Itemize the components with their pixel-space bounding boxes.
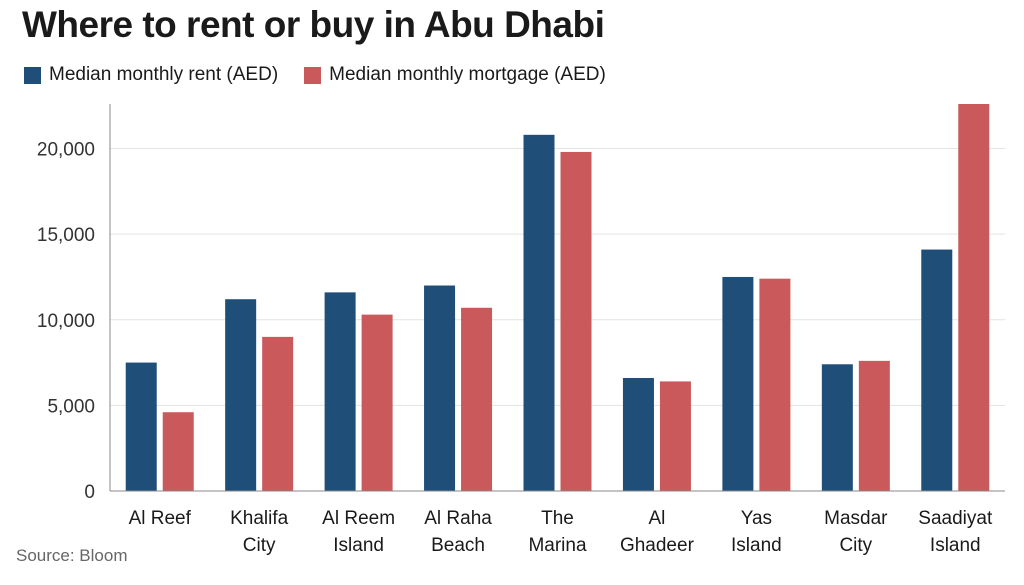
bar-rent bbox=[722, 276, 754, 491]
bar-rent bbox=[424, 285, 456, 491]
x-tick-label: The Marina bbox=[528, 508, 587, 556]
x-tick-label: Yas Island bbox=[731, 508, 782, 556]
bar-rent bbox=[821, 364, 853, 491]
x-tick-label: Masdar City bbox=[824, 508, 888, 556]
y-tick-label: 5,000 bbox=[47, 396, 95, 417]
legend-label-mortgage: Median monthly mortgage (AED) bbox=[329, 64, 606, 85]
x-tick-label: Al Reem Island bbox=[322, 508, 395, 556]
legend-item-mortgage: Median monthly mortgage (AED) bbox=[304, 64, 606, 86]
bar-rent bbox=[523, 134, 555, 492]
bar-rent bbox=[324, 292, 356, 491]
bar-mortgage bbox=[262, 336, 294, 491]
bar-mortgage bbox=[659, 381, 691, 491]
chart-title: Where to rent or buy in Abu Dhabi bbox=[22, 4, 605, 45]
bar-rent bbox=[125, 362, 157, 491]
legend-swatch-rent bbox=[24, 66, 41, 84]
bar-mortgage bbox=[361, 314, 393, 491]
legend-label-rent: Median monthly rent (AED) bbox=[49, 64, 279, 85]
bar-mortgage bbox=[162, 412, 194, 491]
bar-rent bbox=[225, 299, 257, 491]
bar-rent bbox=[622, 377, 654, 491]
bar-mortgage bbox=[560, 151, 592, 491]
x-tick-label: Al Ghadeer bbox=[620, 508, 695, 556]
bar-mortgage bbox=[958, 104, 990, 491]
x-tick-label: Khalifa City bbox=[230, 508, 289, 556]
y-tick-label: 20,000 bbox=[37, 140, 95, 161]
source-note: Source: Bloom bbox=[16, 546, 128, 565]
bar-mortgage bbox=[858, 360, 890, 491]
y-tick-label: 15,000 bbox=[37, 225, 95, 246]
legend: Median monthly rent (AED) Median monthly… bbox=[24, 64, 632, 86]
x-tick-label: Al Reef bbox=[129, 508, 192, 529]
bar-mortgage bbox=[461, 307, 493, 491]
y-tick-label: 0 bbox=[84, 482, 95, 503]
y-tick-label: 10,000 bbox=[37, 311, 95, 332]
legend-item-rent: Median monthly rent (AED) bbox=[24, 64, 278, 86]
x-tick-label: Al Raha Beach bbox=[424, 508, 492, 556]
bar-mortgage bbox=[759, 278, 791, 491]
bar-rent bbox=[921, 249, 953, 491]
legend-swatch-mortgage bbox=[304, 66, 322, 84]
x-tick-label: Saadiyat Island bbox=[918, 508, 993, 556]
